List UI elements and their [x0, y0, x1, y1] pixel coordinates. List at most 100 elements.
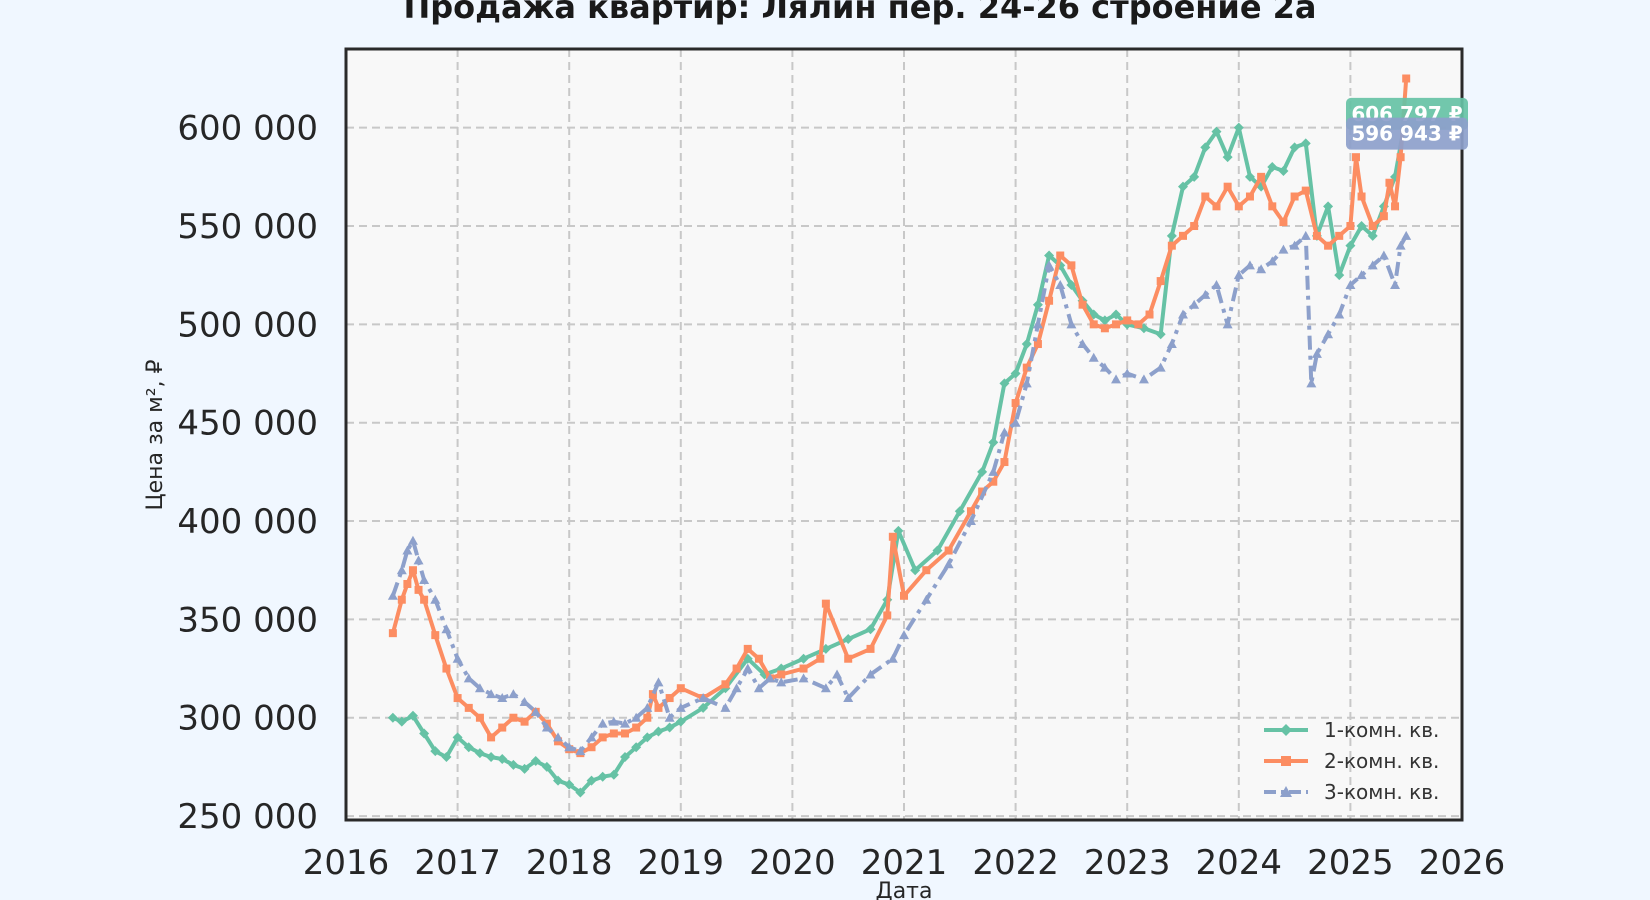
data-point: [1402, 74, 1411, 83]
data-point: [654, 703, 663, 712]
data-point: [1055, 280, 1066, 290]
data-point: [1395, 240, 1406, 250]
data-point: [1368, 222, 1377, 231]
data-point: [1356, 270, 1367, 280]
data-point: [597, 718, 608, 728]
data-point: [643, 713, 652, 722]
data-point: [765, 673, 776, 683]
data-point: [486, 752, 497, 763]
y-axis-title: Цена за м², ₽: [143, 359, 168, 510]
data-point: [519, 696, 530, 706]
data-point: [1379, 212, 1388, 221]
data-point: [1111, 374, 1122, 384]
data-point: [442, 664, 451, 673]
data-point: [676, 684, 685, 693]
y-tick-label: 500 000: [177, 305, 318, 345]
series-1: [387, 108, 1412, 798]
data-point: [519, 763, 530, 774]
data-point: [1211, 126, 1222, 137]
data-point: [497, 754, 508, 765]
y-tick-label: 400 000: [177, 502, 318, 542]
data-point: [420, 595, 429, 604]
data-point: [463, 673, 474, 683]
y-tick-label: 300 000: [177, 699, 318, 739]
data-point: [1000, 458, 1009, 467]
data-point: [1032, 319, 1043, 329]
data-point: [1056, 251, 1065, 260]
data-point: [1245, 192, 1254, 201]
data-point: [776, 677, 787, 687]
data-point: [883, 611, 892, 620]
data-point: [587, 743, 596, 752]
data-point: [1211, 280, 1222, 290]
data-point: [653, 726, 664, 737]
data-point: [407, 535, 418, 545]
data-point: [1011, 399, 1020, 408]
data-point: [441, 752, 452, 763]
data-point: [408, 566, 417, 575]
legend-item-3room: 3-комн. кв.: [1264, 780, 1439, 804]
data-point: [487, 733, 496, 742]
badge-label: 596 943 ₽: [1351, 122, 1462, 146]
x-axis-ticks: 2016 2017 2018 2019 2020 2021 2022 2023 2024 2025…: [303, 843, 1506, 883]
data-point: [620, 752, 630, 763]
data-point: [1222, 152, 1233, 163]
data-point: [1396, 153, 1405, 162]
data-point: [1324, 241, 1333, 250]
data-point: [430, 594, 441, 604]
data-point: [922, 566, 931, 575]
legend-item-1room: 1-комн. кв.: [1264, 718, 1439, 742]
data-point: [1189, 299, 1200, 309]
data-point: [1077, 339, 1088, 349]
x-tick-label: 2024: [1196, 843, 1283, 883]
data-point: [397, 595, 406, 604]
data-point: [1334, 270, 1345, 281]
data-point: [900, 591, 908, 600]
data-point: [1306, 378, 1317, 388]
data-point: [1134, 320, 1143, 329]
data-point: [407, 710, 418, 721]
chart-title: Продажа квартир: Лялин пер. 24-26 строен…: [403, 0, 1316, 26]
data-point: [664, 722, 675, 733]
data-point: [1257, 172, 1266, 181]
data-point: [486, 689, 497, 699]
data-point: [1234, 202, 1243, 211]
data-point: [1244, 260, 1255, 270]
x-tick-label: 2020: [749, 843, 836, 883]
data-point: [798, 653, 809, 664]
data-point: [843, 693, 854, 703]
data-point: [553, 775, 564, 786]
data-point: [597, 771, 608, 782]
data-point: [978, 487, 987, 496]
data-point: [1122, 368, 1133, 378]
data-point: [1033, 340, 1042, 349]
y-tick-label: 450 000: [177, 404, 318, 444]
y-tick-label: 600 000: [177, 109, 318, 149]
data-point: [1278, 165, 1289, 176]
data-point: [1289, 240, 1300, 250]
data-point: [887, 653, 898, 663]
data-point: [865, 669, 876, 679]
data-point: [1167, 241, 1176, 250]
data-point: [1367, 260, 1378, 270]
data-point: [999, 427, 1010, 437]
x-tick-label: 2022: [972, 843, 1059, 883]
data-point: [1212, 202, 1221, 211]
data-point: [648, 690, 657, 699]
data-point: [1378, 250, 1389, 260]
data-point: [721, 680, 730, 689]
plot-frame: [344, 47, 1464, 822]
data-point: [1356, 221, 1367, 232]
data-point: [832, 669, 843, 679]
data-point: [664, 712, 675, 722]
data-point: [609, 729, 618, 738]
data-point: [1390, 280, 1401, 290]
data-point: [1156, 277, 1165, 286]
data-point: [1178, 181, 1188, 192]
data-point: [731, 683, 742, 693]
data-point: [798, 673, 809, 683]
data-point: [413, 555, 424, 565]
data-point: [1244, 171, 1255, 182]
data-point: [530, 706, 541, 716]
data-point: [966, 507, 975, 516]
